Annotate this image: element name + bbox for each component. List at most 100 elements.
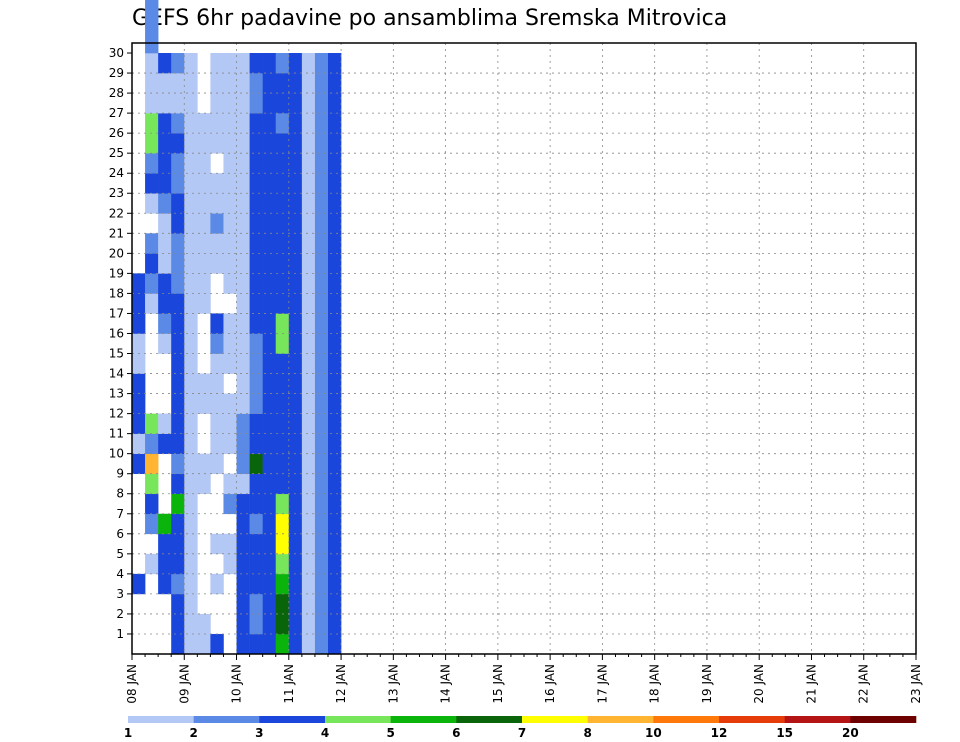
heatmap-cell bbox=[210, 313, 224, 334]
heatmap-cell bbox=[184, 573, 198, 595]
heatmap-cell bbox=[328, 513, 342, 535]
heatmap-cell bbox=[236, 453, 250, 475]
y-tick-label: 6 bbox=[116, 527, 124, 541]
x-tick-label: 23 JAN bbox=[909, 664, 923, 704]
heatmap-cell bbox=[288, 453, 303, 475]
heatmap-cell bbox=[328, 213, 342, 234]
heatmap-cell bbox=[197, 213, 211, 234]
heatmap-cell bbox=[158, 333, 172, 354]
heatmap-cell bbox=[301, 333, 316, 354]
heatmap-cell bbox=[314, 593, 329, 615]
heatmap-cell bbox=[158, 233, 172, 254]
heatmap-cell bbox=[262, 273, 277, 294]
heatmap-cell bbox=[275, 113, 290, 134]
heatmap-cell bbox=[288, 353, 303, 374]
heatmap-cell bbox=[328, 173, 342, 194]
heatmap-cell bbox=[328, 593, 342, 615]
heatmap-cell bbox=[328, 353, 342, 374]
heatmap-cell bbox=[314, 553, 329, 575]
heatmap-cell bbox=[249, 53, 263, 74]
heatmap-cell bbox=[301, 413, 316, 434]
heatmap-cell bbox=[171, 513, 185, 535]
x-tick-label: 17 JAN bbox=[595, 664, 609, 704]
heatmap-cell bbox=[249, 633, 263, 655]
heatmap-cell bbox=[184, 533, 198, 555]
heatmap-cell bbox=[197, 473, 211, 495]
heatmap-cell bbox=[197, 453, 211, 475]
heatmap-cell bbox=[249, 313, 263, 334]
heatmap-cell bbox=[158, 53, 172, 74]
y-tick-label: 26 bbox=[109, 126, 124, 140]
heatmap-cell bbox=[249, 413, 263, 434]
heatmap-cell bbox=[145, 513, 159, 535]
heatmap-cell bbox=[210, 213, 224, 234]
heatmap-cell bbox=[301, 473, 316, 495]
heatmap-cell bbox=[275, 133, 290, 154]
heatmap-cell bbox=[301, 513, 316, 535]
heatmap-cell bbox=[275, 473, 290, 495]
heatmap-cell bbox=[184, 193, 198, 214]
heatmap-cell bbox=[223, 253, 237, 274]
y-tick-label: 2 bbox=[116, 607, 124, 621]
heatmap-cell bbox=[262, 533, 277, 555]
y-tick-label: 14 bbox=[109, 367, 124, 381]
colorbar-label: 8 bbox=[583, 726, 591, 740]
heatmap-cell bbox=[236, 473, 250, 495]
heatmap-cell bbox=[262, 153, 277, 174]
heatmap-cell bbox=[301, 93, 316, 114]
heatmap-cell bbox=[262, 313, 277, 334]
heatmap-cell bbox=[236, 273, 250, 294]
heatmap-cell bbox=[301, 453, 316, 475]
heatmap-cell bbox=[314, 373, 329, 394]
x-tick-label: 20 JAN bbox=[752, 664, 766, 704]
heatmap-cell bbox=[249, 473, 263, 495]
y-tick-label: 25 bbox=[109, 146, 124, 160]
y-tick-label: 27 bbox=[109, 106, 124, 120]
heatmap-cell bbox=[145, 273, 159, 294]
heatmap-cell bbox=[314, 433, 329, 454]
x-tick-label: 13 JAN bbox=[386, 664, 400, 704]
heatmap-cell bbox=[223, 313, 237, 334]
heatmap-cell bbox=[197, 393, 211, 414]
heatmap-cell bbox=[158, 113, 172, 134]
heatmap-cell bbox=[171, 573, 185, 595]
heatmap-cell bbox=[328, 273, 342, 294]
heatmap-cell bbox=[288, 253, 303, 274]
heatmap-cell bbox=[184, 173, 198, 194]
colorbar-segment bbox=[784, 716, 851, 723]
heatmap-cell bbox=[210, 373, 224, 394]
heatmap-cell bbox=[314, 353, 329, 374]
heatmap-cell bbox=[288, 613, 303, 635]
heatmap-cell bbox=[236, 133, 250, 154]
heatmap-cell bbox=[328, 73, 342, 94]
heatmap-cell bbox=[328, 413, 342, 434]
y-tick-label: 10 bbox=[109, 447, 124, 461]
heatmap-cell bbox=[288, 193, 303, 214]
heatmap-cell bbox=[158, 533, 172, 555]
heatmap-cell bbox=[262, 213, 277, 234]
heatmap-cell bbox=[262, 573, 277, 595]
heatmap-cell bbox=[236, 493, 250, 515]
heatmap-cell bbox=[249, 213, 263, 234]
heatmap-cell bbox=[145, 293, 159, 314]
heatmap-cell bbox=[236, 233, 250, 254]
heatmap-cell bbox=[314, 313, 329, 334]
heatmap-cell bbox=[145, 433, 159, 454]
heatmap-cell bbox=[262, 413, 277, 434]
heatmap-cell bbox=[184, 493, 198, 515]
heatmap-cell bbox=[184, 153, 198, 174]
heatmap-cell bbox=[197, 153, 211, 174]
heatmap-cell bbox=[184, 113, 198, 134]
heatmap-cell bbox=[171, 633, 185, 655]
x-tick-label: 15 JAN bbox=[491, 664, 505, 704]
heatmap-cell bbox=[301, 373, 316, 394]
x-tick-label: 10 JAN bbox=[230, 664, 244, 704]
heatmap-cell bbox=[210, 253, 224, 274]
y-tick-label: 8 bbox=[116, 487, 124, 501]
heatmap-cell bbox=[262, 93, 277, 114]
heatmap-cell bbox=[262, 253, 277, 274]
heatmap-cell bbox=[275, 73, 290, 94]
colorbar-label: 1 bbox=[124, 726, 132, 740]
heatmap-cell bbox=[328, 333, 342, 354]
heatmap-cell bbox=[301, 113, 316, 134]
